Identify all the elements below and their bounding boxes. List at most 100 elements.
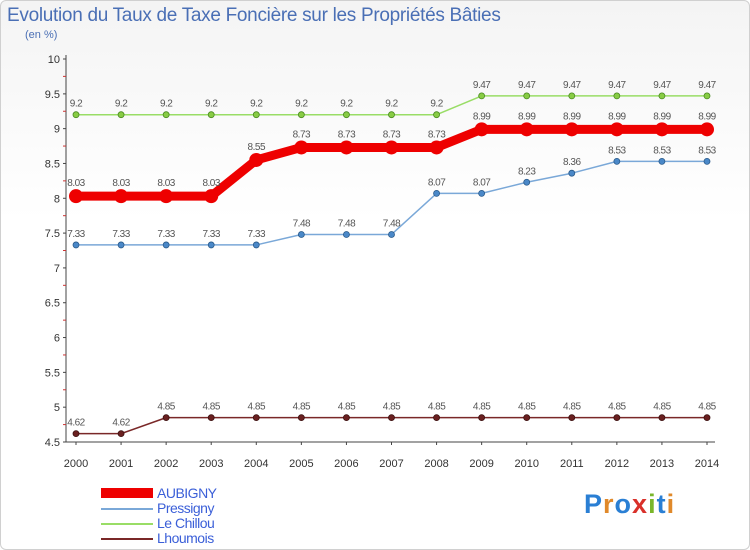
logo-letter: P — [584, 489, 604, 519]
data-point — [613, 414, 621, 422]
data-label: 4.85 — [473, 402, 491, 413]
data-point — [252, 414, 260, 422]
data-point — [343, 414, 350, 422]
data-label: 8.23 — [518, 166, 536, 177]
data-label: 4.85 — [563, 402, 581, 413]
x-tick-label: 2012 — [605, 458, 629, 470]
data-label: 7.48 — [383, 218, 401, 229]
legend-swatch — [101, 538, 153, 540]
data-point — [388, 111, 395, 119]
chart-subtitle: (en %) — [25, 29, 58, 41]
data-label: 7.33 — [112, 229, 130, 240]
data-point — [703, 414, 711, 422]
data-label: 4.85 — [338, 402, 356, 413]
data-label: 4.85 — [518, 402, 536, 413]
data-point — [703, 157, 711, 165]
x-tick-label: 2007 — [379, 458, 403, 470]
data-point — [72, 430, 80, 438]
data-label: 8.73 — [338, 129, 356, 140]
legend-item-lhoumois: Lhoumois — [101, 531, 361, 546]
data-label: 9.47 — [608, 80, 626, 91]
data-point — [433, 414, 440, 422]
data-label: 4.62 — [67, 418, 85, 429]
data-labels: 9.2 9.2 9.2 9.2 9.2 9.2 9.2 9.2 9.2 9.47 9.47 9.47 9… — [67, 80, 717, 429]
x-tick-label: 2010 — [514, 458, 538, 470]
data-point — [162, 241, 170, 249]
data-point — [564, 122, 579, 137]
data-label: 4.85 — [653, 402, 671, 413]
data-point — [658, 414, 666, 422]
data-point — [297, 231, 305, 238]
legend-label: Pressigny — [157, 500, 214, 516]
data-label: 8.03 — [157, 178, 175, 189]
data-point — [114, 189, 129, 204]
data-point — [700, 122, 714, 137]
data-point — [294, 140, 309, 155]
data-label: 4.85 — [293, 402, 311, 413]
data-point — [658, 157, 666, 165]
data-point — [478, 92, 486, 100]
data-label: 8.03 — [202, 178, 220, 189]
data-label: 4.85 — [698, 402, 716, 413]
data-label: 8.99 — [518, 111, 536, 122]
x-tick-label: 2014 — [695, 458, 719, 470]
data-point — [658, 92, 666, 100]
y-tick-label: 6.5 — [45, 298, 60, 310]
y-tick-label: 8.5 — [45, 158, 60, 170]
data-label: 9.47 — [518, 80, 536, 91]
data-label: 8.99 — [653, 111, 671, 122]
data-label: 4.85 — [428, 402, 446, 413]
data-label: 8.53 — [653, 145, 671, 156]
data-point — [388, 231, 395, 238]
y-tick-label: 5.5 — [45, 367, 60, 379]
x-tick-label: 2000 — [64, 458, 88, 470]
y-tick-label: 4.5 — [45, 437, 60, 449]
series-lines — [69, 92, 714, 438]
data-point — [523, 92, 531, 100]
data-label: 8.99 — [698, 111, 716, 122]
logo-letter: i — [666, 489, 676, 519]
data-point — [117, 241, 125, 249]
data-label: 8.07 — [473, 177, 491, 188]
data-label: 4.85 — [202, 402, 220, 413]
y-tick-label: 6 — [54, 333, 60, 345]
data-label: 9.47 — [653, 80, 671, 91]
data-point — [343, 231, 350, 238]
data-point — [72, 111, 80, 119]
data-point — [252, 241, 260, 249]
data-point — [568, 414, 576, 422]
data-point — [297, 414, 305, 422]
data-label: 4.85 — [157, 402, 175, 413]
legend-label: Lhoumois — [157, 530, 214, 546]
x-tick-label: 2013 — [650, 458, 674, 470]
data-point — [339, 140, 354, 155]
data-label: 8.07 — [428, 177, 446, 188]
legend-item-pressigny: Pressigny — [101, 501, 361, 516]
data-point — [69, 189, 83, 204]
y-tick-label: 8 — [54, 193, 60, 205]
x-tick-label: 2001 — [109, 458, 133, 470]
y-tick-label: 9.5 — [45, 89, 60, 101]
data-point — [429, 140, 444, 155]
data-label: 7.33 — [202, 229, 220, 240]
data-label: 9.47 — [698, 80, 716, 91]
data-label: 9.2 — [295, 99, 308, 110]
data-label: 9.2 — [340, 99, 353, 110]
data-label: 7.48 — [338, 218, 356, 229]
data-label: 9.2 — [115, 99, 128, 110]
legend-swatch — [101, 508, 153, 510]
data-label: 8.53 — [608, 145, 626, 156]
data-point — [478, 189, 486, 197]
data-label: 7.33 — [157, 229, 175, 240]
data-label: 9.2 — [70, 99, 83, 110]
data-point — [117, 430, 125, 438]
data-label: 8.99 — [563, 111, 581, 122]
data-label: 8.36 — [563, 157, 581, 168]
legend-label: AUBIGNY — [157, 485, 217, 501]
data-point — [117, 111, 125, 119]
data-label: 9.47 — [473, 80, 491, 91]
data-label: 4.85 — [248, 402, 266, 413]
data-label: 4.62 — [112, 418, 130, 429]
y-tick-label: 7.5 — [45, 228, 60, 240]
